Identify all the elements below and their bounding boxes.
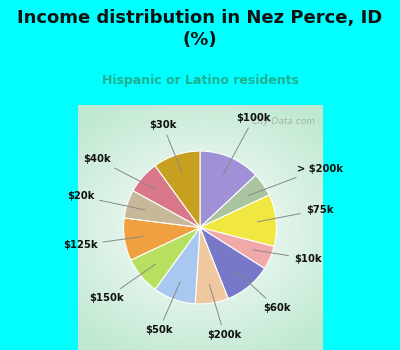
Text: Hispanic or Latino residents: Hispanic or Latino residents bbox=[102, 74, 298, 87]
Text: $100k: $100k bbox=[223, 113, 271, 175]
Text: $20k: $20k bbox=[67, 191, 145, 210]
Wedge shape bbox=[155, 151, 200, 228]
Wedge shape bbox=[131, 228, 200, 289]
Text: $50k: $50k bbox=[145, 282, 180, 335]
Wedge shape bbox=[124, 218, 200, 260]
Text: $75k: $75k bbox=[258, 205, 333, 222]
Text: $30k: $30k bbox=[149, 120, 182, 173]
Text: $60k: $60k bbox=[237, 272, 290, 313]
Wedge shape bbox=[124, 191, 200, 228]
Wedge shape bbox=[133, 166, 200, 228]
Wedge shape bbox=[155, 228, 200, 304]
Text: $10k: $10k bbox=[253, 250, 322, 264]
Wedge shape bbox=[200, 151, 256, 228]
Text: $125k: $125k bbox=[63, 237, 143, 250]
Text: $40k: $40k bbox=[83, 154, 156, 190]
Wedge shape bbox=[200, 195, 276, 246]
Wedge shape bbox=[200, 175, 269, 228]
Text: Income distribution in Nez Perce, ID
(%): Income distribution in Nez Perce, ID (%) bbox=[17, 9, 383, 49]
Wedge shape bbox=[195, 228, 228, 304]
Text: City-Data.com: City-Data.com bbox=[251, 117, 315, 126]
Text: $200k: $200k bbox=[207, 285, 242, 340]
Text: $150k: $150k bbox=[90, 264, 155, 303]
Wedge shape bbox=[200, 228, 274, 268]
Text: > $200k: > $200k bbox=[248, 164, 342, 196]
Wedge shape bbox=[200, 228, 264, 299]
